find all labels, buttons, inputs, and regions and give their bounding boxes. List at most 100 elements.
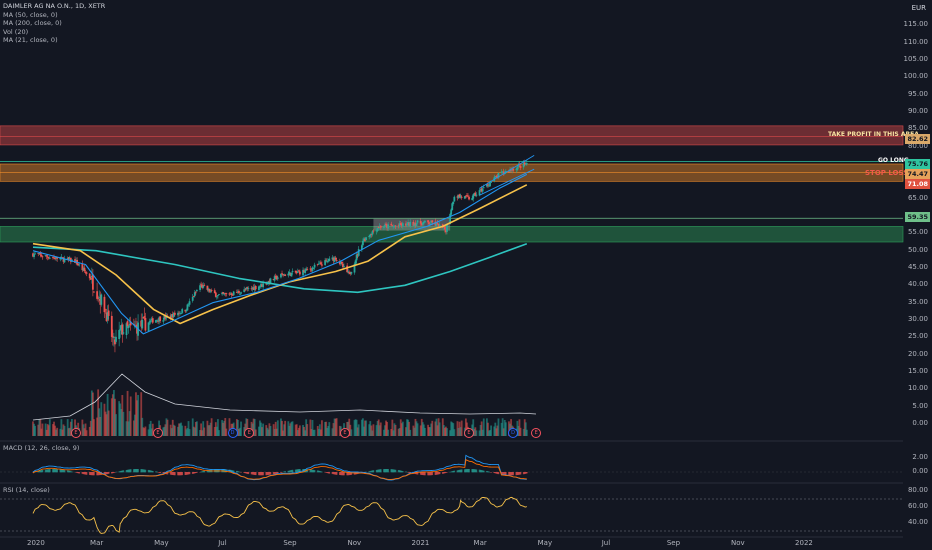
candle-body — [48, 257, 51, 259]
candle-body — [61, 257, 64, 259]
volume-bar — [224, 418, 227, 436]
macd-histogram-bar — [327, 472, 330, 474]
candle-body — [354, 260, 357, 265]
volume-bar — [456, 421, 459, 436]
macd-histogram-bar — [266, 472, 269, 476]
candle-body — [55, 256, 58, 259]
dividend-marker[interactable]: D — [227, 428, 238, 438]
macd-histogram-bar — [134, 469, 136, 473]
candle-body — [265, 283, 268, 285]
volume-bar — [147, 429, 150, 436]
macd-histogram-bar — [341, 472, 343, 476]
candle-body — [82, 268, 85, 271]
volume-bar — [372, 424, 375, 436]
candle-body — [497, 173, 500, 178]
volume-bar — [261, 427, 263, 436]
candle-body — [246, 287, 249, 289]
macd-histogram-bar — [180, 472, 182, 476]
macd-histogram-bar — [187, 472, 190, 475]
macd-histogram-bar — [105, 472, 108, 475]
macd-tick-label: 0.00 — [912, 467, 928, 475]
volume-bar — [518, 419, 521, 436]
macd-histogram-bar — [171, 472, 174, 476]
candle-body — [150, 318, 153, 320]
macd-histogram-bar — [479, 469, 482, 473]
currency-label[interactable]: EUR — [911, 4, 926, 12]
earnings-marker[interactable]: E — [340, 428, 350, 438]
price-tick-label: 80.00 — [907, 141, 928, 150]
volume-bar — [420, 418, 423, 436]
volume-bar — [202, 421, 205, 436]
candle-body — [245, 288, 248, 290]
volume-bar — [409, 429, 412, 436]
earnings-marker[interactable]: E — [71, 428, 82, 438]
candle-body — [355, 254, 358, 261]
macd-histogram-bar — [174, 472, 176, 476]
macd-histogram-bar — [147, 469, 150, 473]
macd-histogram-bar — [385, 469, 387, 473]
earnings-marker[interactable]: E — [531, 428, 542, 438]
volume-bar — [68, 427, 71, 436]
take-profit-label: TAKE PROFIT IN THIS AREA — [828, 131, 919, 138]
macd-histogram-bar — [365, 471, 367, 473]
macd-histogram-bar — [339, 472, 341, 476]
zone-support — [0, 226, 904, 243]
macd-histogram-bar — [159, 472, 161, 474]
volume-bar — [501, 418, 504, 436]
volume-bar — [150, 428, 153, 436]
candle-body — [379, 225, 382, 228]
macd-histogram-bar — [40, 470, 43, 473]
macd-histogram-bar — [460, 469, 463, 473]
volume-bar — [104, 411, 107, 436]
volume-bar — [222, 422, 225, 436]
macd-histogram-bar — [375, 469, 378, 473]
candle-body — [236, 291, 239, 293]
volume-bar — [327, 426, 330, 436]
macd-histogram-bar — [122, 470, 125, 473]
candle-body — [63, 258, 66, 263]
candle-body — [512, 168, 515, 171]
candle-body — [169, 315, 172, 318]
candle-body — [334, 257, 337, 260]
volume-bar — [266, 427, 269, 436]
macd-histogram-bar — [326, 472, 328, 473]
volume-bar — [443, 427, 446, 436]
macd-histogram-bar — [54, 469, 56, 473]
earnings-marker[interactable]: E — [152, 428, 163, 438]
volume-bar — [295, 424, 298, 436]
macd-histogram-bar — [63, 470, 66, 473]
candle-body — [331, 257, 334, 260]
volume-bar — [284, 420, 287, 436]
earnings-marker[interactable]: E — [244, 428, 255, 438]
volume-bar — [408, 421, 411, 436]
volume-bar — [89, 420, 92, 436]
candle-body — [348, 272, 351, 274]
volume-bar — [274, 421, 277, 436]
macd-histogram-bar — [390, 469, 393, 473]
volume-bar — [525, 429, 528, 436]
macd-histogram-bar — [320, 471, 322, 473]
earnings-marker[interactable]: E — [463, 428, 474, 438]
candle-body — [457, 195, 460, 199]
macd-histogram-bar — [519, 472, 522, 475]
candle-body — [290, 272, 293, 277]
volume-bar — [386, 421, 388, 436]
candle-body — [232, 291, 235, 296]
time-tick-label: Mar — [473, 539, 487, 547]
volume-bar — [172, 424, 175, 436]
candle-body — [235, 292, 238, 294]
volume-bar — [103, 403, 106, 436]
volume-bar — [490, 425, 493, 436]
consolidation-box — [373, 218, 451, 231]
dividend-marker[interactable]: D — [508, 428, 519, 438]
candle-body — [37, 253, 40, 255]
candle-body — [372, 230, 375, 232]
volume-bar — [317, 428, 320, 436]
volume-bar — [321, 420, 323, 436]
volume-bar — [460, 420, 463, 436]
macd-histogram-bar — [191, 472, 194, 474]
price-tick-label: 55.00 — [907, 228, 928, 237]
volume-bar — [487, 422, 489, 436]
candle-body — [257, 286, 260, 290]
